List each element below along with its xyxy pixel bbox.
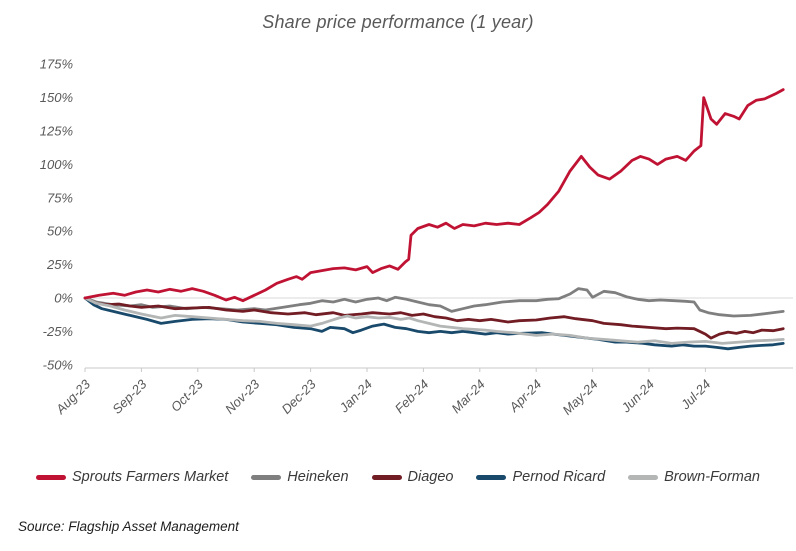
y-tick-label: 0% [54,291,73,306]
y-tick-label: 25% [46,257,73,272]
x-tick-label: Feb-24 [392,377,432,417]
legend-item-sprouts-farmers-market: Sprouts Farmers Market [36,469,228,485]
y-tick-label: 100% [40,157,73,172]
legend-label: Diageo [407,469,454,485]
chart-legend: Sprouts Farmers Market Heineken Diageo Pern… [0,469,796,485]
y-tick-label: 150% [40,90,73,105]
x-tick-label: Jan-24 [336,377,375,416]
chart-title: Share price performance (1 year) [262,12,534,32]
legend-item-diageo: Diageo [371,469,454,485]
y-tick-label: 125% [40,124,73,139]
line-chart-plot-area: Aug-23 Sep-23 Oct-23 Nov-23 Dec-23 Jan-24 Feb-… [40,57,793,418]
series-line-sprouts-farmers-market [83,88,785,303]
x-tick-label: Sep-23 [109,376,150,417]
x-tick-label: Aug-23 [52,376,94,418]
legend-swatch-icon [628,474,659,480]
legend-swatch-icon [251,474,282,480]
x-tick-label: May-24 [559,377,600,418]
legend-label: Pernod Ricard [512,469,606,485]
legend-swatch-icon [371,474,402,480]
legend-item-brown-forman: Brown-Forman [628,469,760,485]
x-tick-label: Jul-24 [677,377,713,413]
x-tick-label: Oct-23 [168,376,207,415]
legend-swatch-icon [476,474,507,480]
x-tick-label: Jun-24 [618,377,657,416]
series-line-diageo [83,296,785,340]
legend-label: Sprouts Farmers Market [72,469,229,485]
x-tick-label: Nov-23 [222,376,263,417]
legend-item-pernod-ricard: Pernod Ricard [476,469,605,485]
y-tick-label: -50% [43,357,73,372]
y-tick-label: 75% [47,190,73,205]
legend-item-heineken: Heineken [251,469,349,485]
legend-label: Brown-Forman [664,469,760,485]
series-line-heineken [83,287,785,318]
y-tick-label: -25% [43,324,73,339]
series-line-brown-forman [83,296,785,345]
y-tick-label: 175% [40,57,73,72]
x-tick-label: Dec-23 [278,376,319,417]
y-tick-label: 50% [47,224,73,239]
x-tick-label: Mar-24 [448,377,488,417]
legend-swatch-icon [36,474,66,480]
x-tick-label: Apr-24 [506,377,545,416]
legend-label: Heineken [287,469,349,485]
source-note: Source: Flagship Asset Management [18,519,239,534]
